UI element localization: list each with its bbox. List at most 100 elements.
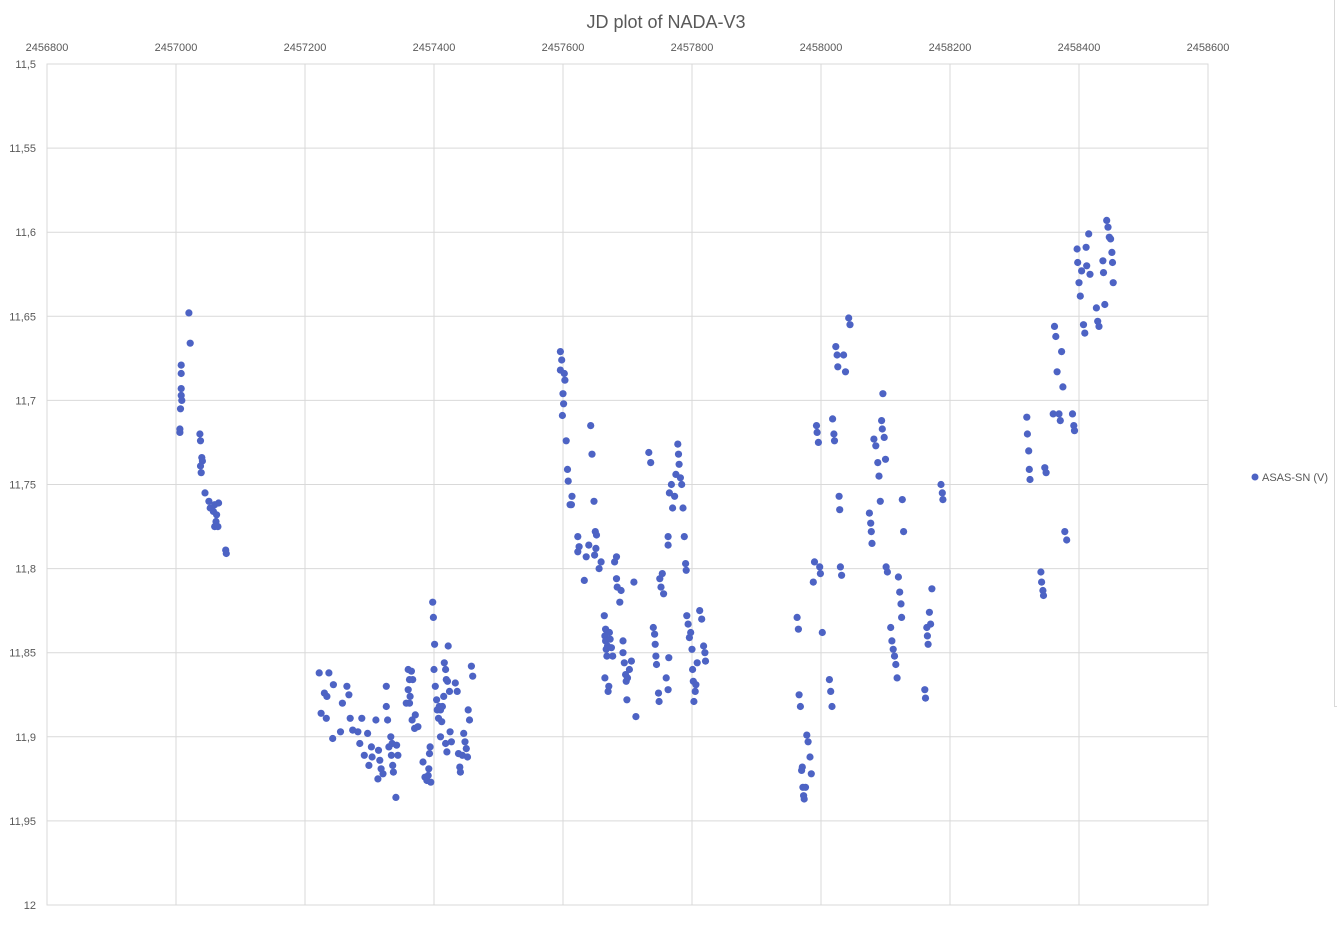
data-point (1074, 258, 1082, 267)
data-point (793, 613, 801, 622)
x-axis-ticks: 2456800 2457000 2457200 2457400 2457600 24578… (26, 42, 1230, 54)
data-point (1104, 223, 1112, 231)
x-tick-label: 2457800 (671, 42, 714, 54)
data-point (1078, 267, 1086, 275)
data-point (1023, 413, 1031, 421)
data-point (419, 758, 427, 766)
data-point (660, 590, 668, 598)
data-point (814, 438, 823, 446)
data-point (442, 739, 450, 748)
data-point (564, 477, 572, 485)
data-point (215, 499, 223, 507)
data-point (1083, 262, 1091, 270)
data-point (336, 728, 345, 736)
data-point (346, 714, 354, 722)
data-point (669, 504, 677, 512)
data-point (647, 459, 655, 467)
data-point (197, 469, 205, 477)
data-point (865, 509, 874, 517)
data-point (1053, 368, 1061, 376)
data-point (688, 645, 696, 653)
data-point (1108, 248, 1116, 256)
data-point (1101, 300, 1109, 309)
data-point (798, 763, 806, 771)
data-point (667, 480, 676, 489)
data-point (651, 630, 659, 638)
chart-title: JD plot of NADA-V3 (586, 12, 745, 32)
data-point (1082, 243, 1090, 251)
data-point (456, 768, 464, 776)
data-point (597, 558, 605, 566)
data-point (927, 620, 935, 628)
data-point (1079, 321, 1088, 329)
data-point (816, 570, 825, 578)
data-point (665, 489, 674, 497)
x-tick-label: 2458600 (1187, 42, 1230, 54)
data-point (592, 531, 601, 539)
data-point (800, 795, 808, 803)
data-point (1058, 348, 1066, 356)
data-point (894, 573, 903, 581)
data-point (810, 558, 819, 566)
data-point (881, 455, 890, 463)
x-tick-label: 2458400 (1058, 42, 1101, 54)
data-point (662, 674, 670, 682)
data-point (619, 649, 627, 657)
data-point (436, 733, 445, 741)
data-point (868, 539, 876, 548)
data-point (921, 694, 930, 702)
legend: ASAS-SN (V) (1251, 472, 1328, 484)
data-point (1095, 322, 1103, 330)
data-point (343, 682, 351, 690)
data-point (1023, 430, 1031, 438)
data-point (836, 506, 844, 514)
x-tick-label: 2458000 (800, 42, 843, 54)
data-point (1076, 292, 1084, 300)
data-point (372, 716, 380, 724)
data-point (605, 682, 613, 690)
data-point (675, 460, 683, 468)
data-point (889, 645, 897, 653)
data-point (414, 723, 422, 731)
x-tick-label: 2457600 (542, 42, 585, 54)
data-point (682, 566, 690, 574)
data-point (612, 575, 621, 583)
data-point (447, 738, 455, 746)
data-point (896, 588, 904, 596)
data-point (607, 644, 616, 652)
data-point (440, 659, 448, 667)
data-point (609, 652, 617, 660)
data-point (453, 687, 461, 696)
y-tick-label: 11,5 (15, 59, 36, 71)
data-point (442, 665, 450, 674)
data-point (794, 625, 803, 633)
series-points (176, 216, 1117, 803)
data-point (1099, 269, 1108, 277)
data-point (354, 728, 362, 736)
data-point (620, 659, 628, 667)
data-point (345, 691, 353, 699)
data-point (807, 770, 815, 778)
legend-marker (1251, 473, 1259, 481)
data-point (818, 628, 826, 637)
data-point (374, 775, 382, 783)
data-point (382, 682, 390, 690)
data-point (897, 600, 905, 608)
data-point (921, 686, 929, 694)
data-point (317, 709, 325, 717)
data-point (338, 699, 346, 707)
data-point (446, 728, 454, 736)
data-point (872, 442, 880, 450)
data-point (177, 361, 185, 369)
data-point (409, 676, 417, 684)
data-point (658, 570, 666, 578)
data-point (177, 385, 185, 393)
data-point (1085, 230, 1093, 238)
data-point (1075, 279, 1083, 287)
data-point (196, 462, 205, 470)
data-point (358, 714, 366, 722)
data-point (585, 541, 593, 549)
data-point (698, 615, 706, 623)
data-point (830, 437, 839, 445)
data-point (674, 450, 683, 458)
